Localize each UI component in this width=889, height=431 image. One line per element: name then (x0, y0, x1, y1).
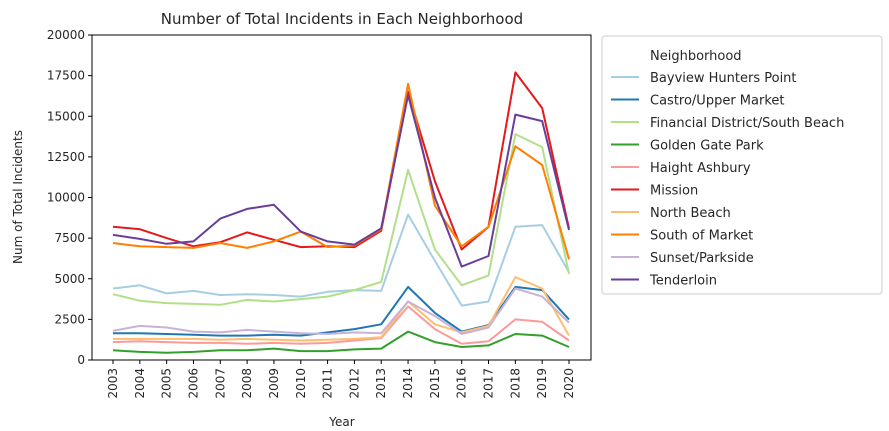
y-axis-label: Num of Total Incidents (11, 130, 25, 264)
x-tick-label: 2015 (428, 368, 442, 399)
y-tick-label: 12500 (47, 150, 85, 164)
chart-title: Number of Total Incidents in Each Neighb… (161, 10, 523, 28)
y-tick-label: 7500 (54, 231, 85, 245)
series-line-5 (112, 305, 570, 345)
y-tick-label: 0 (77, 353, 85, 367)
legend-entry-9: Sunset/Parkside (650, 251, 754, 266)
legend-entry-2: Castro/Upper Market (650, 94, 785, 109)
series-line-3 (112, 133, 570, 306)
series-line-10 (112, 94, 570, 268)
x-axis-label: Year (328, 415, 354, 429)
y-axis: 0 2500 5000 7500 10000 12500 15000 17500 20000 (47, 28, 92, 367)
legend-entry-4: Golden Gate Park (650, 139, 764, 154)
series-line-9 (112, 287, 570, 335)
x-tick-label: 2017 (482, 368, 496, 399)
series-line-4 (112, 330, 570, 354)
x-tick-label: 2008 (240, 368, 254, 399)
x-tick-label: 2019 (535, 368, 549, 399)
y-tick-label: 20000 (47, 28, 85, 42)
y-tick-label: 10000 (47, 191, 85, 205)
x-tick-label: 2009 (267, 368, 281, 399)
series-line-1 (112, 213, 570, 307)
x-tick-label: 2014 (401, 368, 415, 399)
legend-entry-7: North Beach (650, 206, 731, 221)
legend: Neighborhood Bayview Hunters Point Castro… (601, 35, 883, 295)
x-tick-label: 2018 (508, 368, 522, 399)
legend-entry-6: Mission (650, 184, 698, 199)
x-tick-label: 2005 (160, 368, 174, 399)
y-tick-label: 17500 (47, 69, 85, 83)
x-tick-label: 2016 (455, 368, 469, 399)
plot-frame (91, 34, 592, 361)
x-axis: 2003 2004 2005 2006 2007 2008 2009 2010 2011 2012… (106, 360, 576, 399)
x-tick-label: 2006 (186, 368, 200, 399)
legend-entry-5: Haight Ashbury (650, 161, 751, 176)
x-tick-label: 2010 (294, 368, 308, 399)
x-tick-label: 2011 (321, 368, 335, 399)
x-tick-label: 2012 (347, 368, 361, 399)
legend-entry-8: South of Market (650, 229, 753, 244)
legend-entry-3: Financial District/South Beach (650, 116, 844, 131)
y-tick-label: 2500 (54, 312, 85, 326)
series-line-8 (112, 82, 570, 260)
x-tick-label: 2013 (374, 368, 388, 399)
legend-entry-10: Tenderloin (649, 274, 717, 289)
series-line-6 (112, 71, 570, 251)
legend-entry-1: Bayview Hunters Point (650, 71, 797, 86)
series-line-7 (113, 276, 570, 342)
legend-box (601, 35, 883, 295)
x-tick-label: 2003 (106, 368, 120, 399)
x-tick-label: 2007 (213, 368, 227, 399)
plot-area (91, 34, 592, 361)
x-tick-label: 2004 (133, 368, 147, 399)
y-tick-label: 15000 (47, 109, 85, 123)
legend-title: Neighborhood (650, 49, 742, 64)
x-tick-label: 2020 (562, 368, 576, 399)
y-tick-label: 5000 (54, 272, 85, 286)
